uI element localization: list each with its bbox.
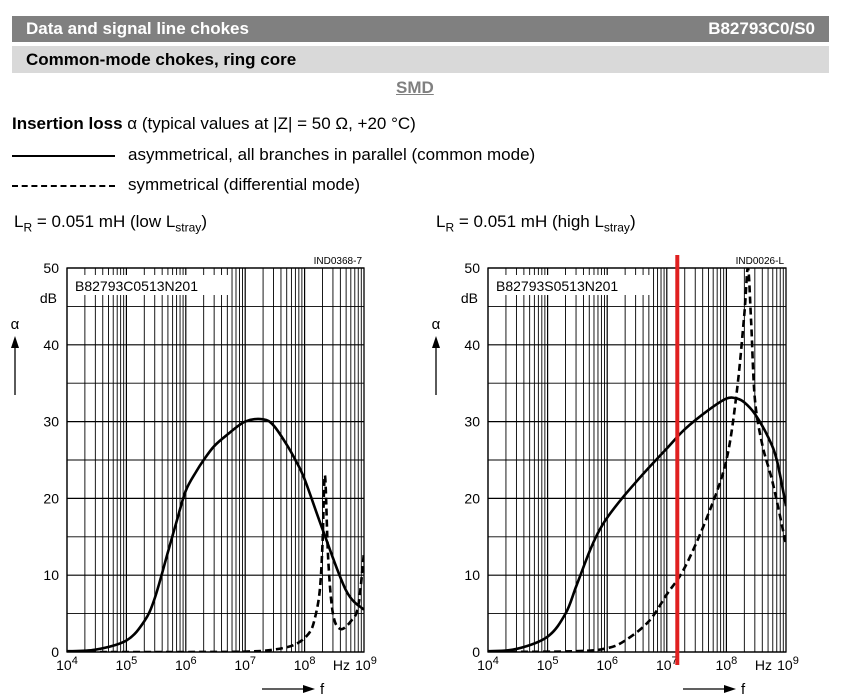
chart-1-y-tick-label: 10 [464,567,480,583]
chart-left-title: LR = 0.051 mH (low Lstray) [14,212,207,235]
chart-0-x-symbol: f [320,681,325,698]
chart-1-y-tick-label: 50 [464,260,480,276]
part-number: B82793C0/S0 [708,19,815,38]
chart-1-series-solid [488,396,786,652]
chart-1-y-symbol: α [432,316,441,333]
chart-0-y-tick-label: 20 [43,490,59,506]
legend-dashed-line [12,185,115,187]
chart-1-y-tick-label: 30 [464,414,480,430]
chart-0-series-solid [67,417,364,652]
legend-dashed-text: symmetrical (differential mode) [128,175,361,194]
chart-1-x-symbol: f [741,681,746,698]
chart-1-y-unit-bg [448,290,486,308]
chart-1-y-unit: dB [461,290,478,306]
chart-0-y-tick-label: 10 [43,567,59,583]
chart-1-x-tick-label: 106 [596,655,618,673]
chart-1-y-tick-label: 0 [472,644,480,660]
chart-1-y-tick-label: 40 [464,337,480,353]
insertion-loss-rest: α (typical values at |Z| = 50 Ω, +20 °C) [127,114,416,133]
chart-0-series-dashed [67,474,364,652]
chart-0-part-label: B82793C0513N201 [75,278,198,294]
legend-solid-line [12,155,115,157]
chart-0-y-tick-label: 40 [43,337,59,353]
insertion-loss-bold: Insertion loss [12,114,123,133]
legend-solid-text: asymmetrical, all branches in parallel (… [128,145,536,164]
chart-1-x-tick-label: 108 [716,655,738,673]
chart-0-x-arrow-head [303,685,315,693]
subheader-bar: Common-mode chokes, ring core [12,46,829,73]
chart-0-y-unit: dB [40,290,57,306]
chart-0-y-tick-label: 30 [43,414,59,430]
chart-1-part-label-bg [492,275,652,295]
chart-1-y-arrow-head [432,336,440,348]
chart-1-x-tick-label: 109 [777,655,799,673]
chart-1-x-tick-label: 107 [656,655,678,673]
smd-label: SMD [396,78,434,97]
chart-0-x-tick-label: 105 [116,655,138,673]
chart-1-part-label: B82793S0513N201 [496,278,618,294]
chart-0-figure-code: IND0368-7 [314,256,363,267]
chart-1-y-tick-label: 20 [464,490,480,506]
chart-1-x-tick-label: 104 [477,655,499,673]
chart-right-title: LR = 0.051 mH (high Lstray) [436,212,636,235]
insertion-loss-heading: Insertion loss α (typical values at |Z| … [12,114,416,134]
chart-1-figure-code: IND0026-L [736,256,785,267]
chart-0-x-tick-label: 109 [355,655,377,673]
header-bar: Data and signal line chokes B82793C0/S0 [12,16,829,42]
chart-1-plot-frame [487,267,787,653]
chart-0-y-arrow-head [11,336,19,348]
chart-0-x-tick-label: 107 [234,655,256,673]
chart-1-x-tick-label: 105 [537,655,559,673]
chart-0-y-unit-bg [27,290,65,308]
chart-0-y-tick-label: 0 [51,644,59,660]
chart-0-x-tick-label: 104 [56,655,78,673]
chart-0-x-unit: Hz [333,657,350,673]
chart-0-part-label-bg [71,275,231,295]
chart-0-y-symbol: α [11,316,20,333]
chart-0-x-tick-label: 108 [294,655,316,673]
chart-0-y-tick-label: 50 [43,260,59,276]
chart-0-x-tick-label: 106 [175,655,197,673]
chart-1-x-unit: Hz [755,657,772,673]
subheader-title: Common-mode chokes, ring core [26,50,297,69]
chart-1-series-dashed [488,268,786,652]
header-title: Data and signal line chokes [26,19,249,38]
chart-1-x-arrow-head [724,685,736,693]
